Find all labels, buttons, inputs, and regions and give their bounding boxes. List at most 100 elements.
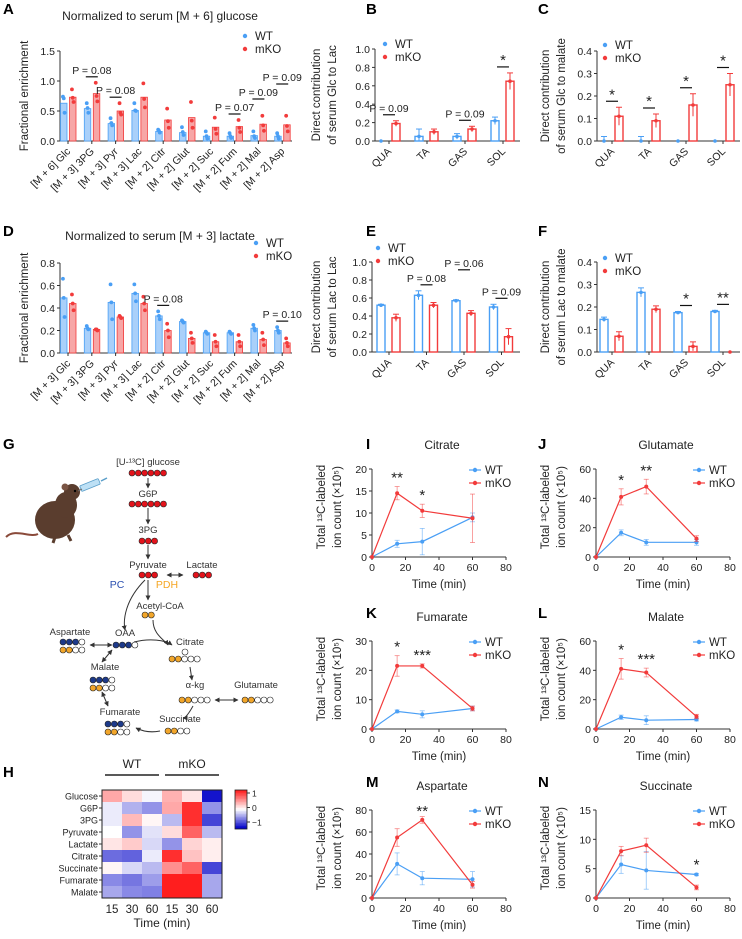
x-tick-label: TA bbox=[415, 146, 432, 163]
bar-wt bbox=[413, 294, 424, 353]
legend-marker-mko bbox=[472, 480, 478, 486]
legend-marker-mko bbox=[696, 480, 702, 486]
heatmap-cell bbox=[182, 886, 202, 898]
significance-label: P = 0.09 bbox=[263, 72, 302, 84]
significance-label: P = 0.09 bbox=[482, 286, 521, 298]
data-point-mko bbox=[261, 337, 266, 342]
colorbar-segment bbox=[235, 827, 247, 830]
carbon-atom bbox=[138, 537, 146, 545]
carbon-atom bbox=[102, 684, 109, 692]
data-point-mko bbox=[262, 343, 266, 348]
data-point-mko bbox=[644, 843, 649, 848]
x-tick-label: 20 bbox=[624, 903, 636, 915]
metabolite-carbons bbox=[89, 676, 116, 692]
colorbar-segment bbox=[235, 793, 247, 795]
legend-marker-mko bbox=[472, 821, 478, 827]
data-point-mko bbox=[370, 555, 374, 559]
y-tick-label: 20 bbox=[579, 695, 591, 707]
heatmap-group-label: mKO bbox=[178, 757, 205, 771]
mean-point bbox=[713, 139, 717, 143]
data-point-mko bbox=[70, 301, 75, 306]
significance-label: P = 0.10 bbox=[263, 309, 302, 321]
y-axis-label: ion count (×10⁵) bbox=[556, 466, 568, 548]
data-point-wt bbox=[275, 325, 280, 330]
metabolite-carbons bbox=[178, 696, 211, 704]
legend-marker-mko bbox=[253, 253, 259, 259]
carbon-atom bbox=[148, 611, 155, 619]
y-axis-label: ion count (×10⁵) bbox=[556, 807, 568, 889]
legend-marker-mko bbox=[602, 55, 608, 61]
heatmap-row-label: G6P bbox=[80, 804, 98, 814]
y-axis-label: of serum Glc to Lac bbox=[327, 45, 339, 145]
data-point-mko bbox=[395, 491, 400, 496]
mean-point bbox=[394, 316, 398, 320]
carbon-atom bbox=[78, 646, 86, 654]
mouse-illustration bbox=[5, 477, 108, 544]
data-point-wt bbox=[157, 317, 162, 322]
data-point-wt bbox=[275, 131, 280, 136]
x-tick-label: 0 bbox=[369, 734, 375, 746]
heatmap-cell bbox=[102, 886, 122, 898]
significance-label: * bbox=[394, 639, 400, 656]
line-chart-l: Malate 0 20 40 60 Total ¹³C-labeled ion count … bbox=[540, 610, 736, 763]
heatmap-cell bbox=[102, 826, 122, 838]
legend-marker-wt bbox=[242, 33, 248, 39]
heatmap-row-label: Lactate bbox=[68, 840, 98, 850]
metabolite-label: Aspartate bbox=[50, 627, 91, 638]
panel-label-l: L bbox=[538, 605, 547, 622]
colorbar-segment bbox=[235, 812, 247, 815]
carbon-atom bbox=[89, 676, 97, 684]
data-point-mko bbox=[370, 896, 374, 900]
data-point-mko bbox=[238, 130, 243, 134]
mean-point bbox=[417, 134, 421, 139]
data-point-mko bbox=[166, 125, 171, 130]
chart-title: Succinate bbox=[640, 779, 693, 793]
x-tick-label: 60 bbox=[691, 562, 703, 574]
y-tick-label: 60 bbox=[355, 827, 367, 839]
x-tick-label: SOL bbox=[485, 146, 508, 169]
mean-point bbox=[676, 139, 680, 143]
metabolite-label: OAA bbox=[115, 628, 136, 639]
legend-marker-mko bbox=[375, 258, 381, 264]
mean-point bbox=[454, 298, 458, 303]
y-tick-label: 0.0 bbox=[577, 136, 592, 148]
heatmap-h: Glucose G6P 3PG Pyruvate Lactate Citrate Succi… bbox=[58, 757, 261, 930]
y-axis-label: Total ¹³C-labeled bbox=[316, 465, 328, 549]
data-point-wt bbox=[229, 136, 234, 140]
data-point-mko bbox=[594, 727, 598, 731]
bar-wt bbox=[107, 301, 115, 354]
carbon-atom bbox=[266, 696, 274, 704]
data-point-wt bbox=[205, 331, 210, 336]
heatmap-row-label: Citrate bbox=[71, 852, 98, 862]
legend-marker-wt bbox=[602, 255, 608, 261]
chart-title: Malate bbox=[648, 610, 684, 624]
heatmap-cell bbox=[162, 802, 182, 814]
bar-mko bbox=[466, 312, 476, 353]
bar-mko bbox=[164, 119, 172, 142]
data-point-wt bbox=[619, 862, 624, 867]
tracer-label: [U-¹³C] glucose bbox=[116, 457, 180, 468]
data-point-wt bbox=[227, 131, 232, 136]
y-tick-label: 0.8 bbox=[40, 258, 55, 270]
panel-label-h: H bbox=[3, 764, 14, 781]
data-point-mko bbox=[285, 124, 289, 128]
y-tick-label: 0.4 bbox=[352, 311, 367, 323]
data-point-mko bbox=[166, 119, 170, 124]
carbon-atom bbox=[96, 684, 103, 692]
bar-wt bbox=[673, 311, 683, 353]
carbon-atom bbox=[125, 641, 132, 649]
y-tick-label: 0.4 bbox=[40, 303, 55, 315]
data-point-wt bbox=[694, 872, 699, 877]
mean-point bbox=[431, 303, 436, 308]
heatmap-cell bbox=[182, 850, 202, 862]
legend-label-wt: WT bbox=[709, 637, 727, 649]
bar-wt bbox=[83, 327, 92, 354]
data-point-mko bbox=[117, 101, 122, 106]
bar-mko bbox=[140, 96, 148, 142]
bar-wt bbox=[60, 102, 68, 142]
y-tick-label: 0.5 bbox=[40, 106, 55, 118]
carbon-atom bbox=[241, 696, 249, 704]
data-point-wt bbox=[203, 129, 208, 134]
carbon-atom bbox=[193, 655, 201, 663]
heatmap-cell bbox=[142, 862, 162, 874]
